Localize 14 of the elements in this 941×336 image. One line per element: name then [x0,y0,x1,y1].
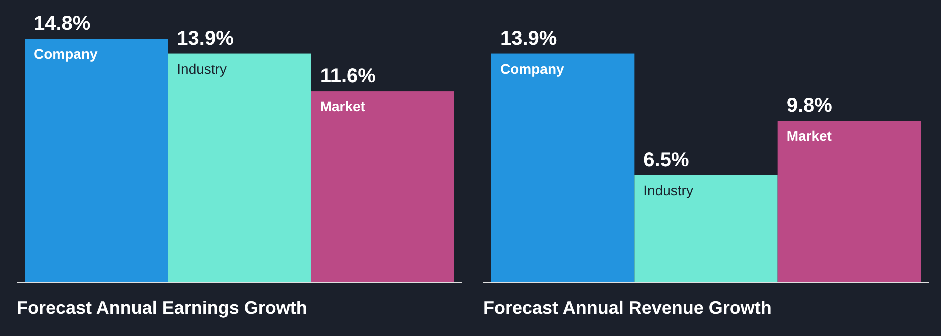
text: Forecast Annual Revenue Growth [484,298,772,318]
x-tick-label: Company [500,60,564,77]
data-label: 11.6% [320,66,376,88]
data-label: 14.8% [34,13,91,35]
data-label: 6.5% [644,149,690,172]
x-tick-label: Company [34,46,98,62]
x-tick-label: Industry [177,60,227,77]
data-label: 13.9% [177,28,234,50]
data-label: 9.8% [786,95,833,118]
x-tick-label: Market [786,128,832,144]
text: Forecast Annual Earnings Growth [17,298,308,318]
x-tick-label: Industry [644,182,694,198]
data-label: 13.9% [500,28,558,50]
x-tick-label: Market [320,98,366,115]
